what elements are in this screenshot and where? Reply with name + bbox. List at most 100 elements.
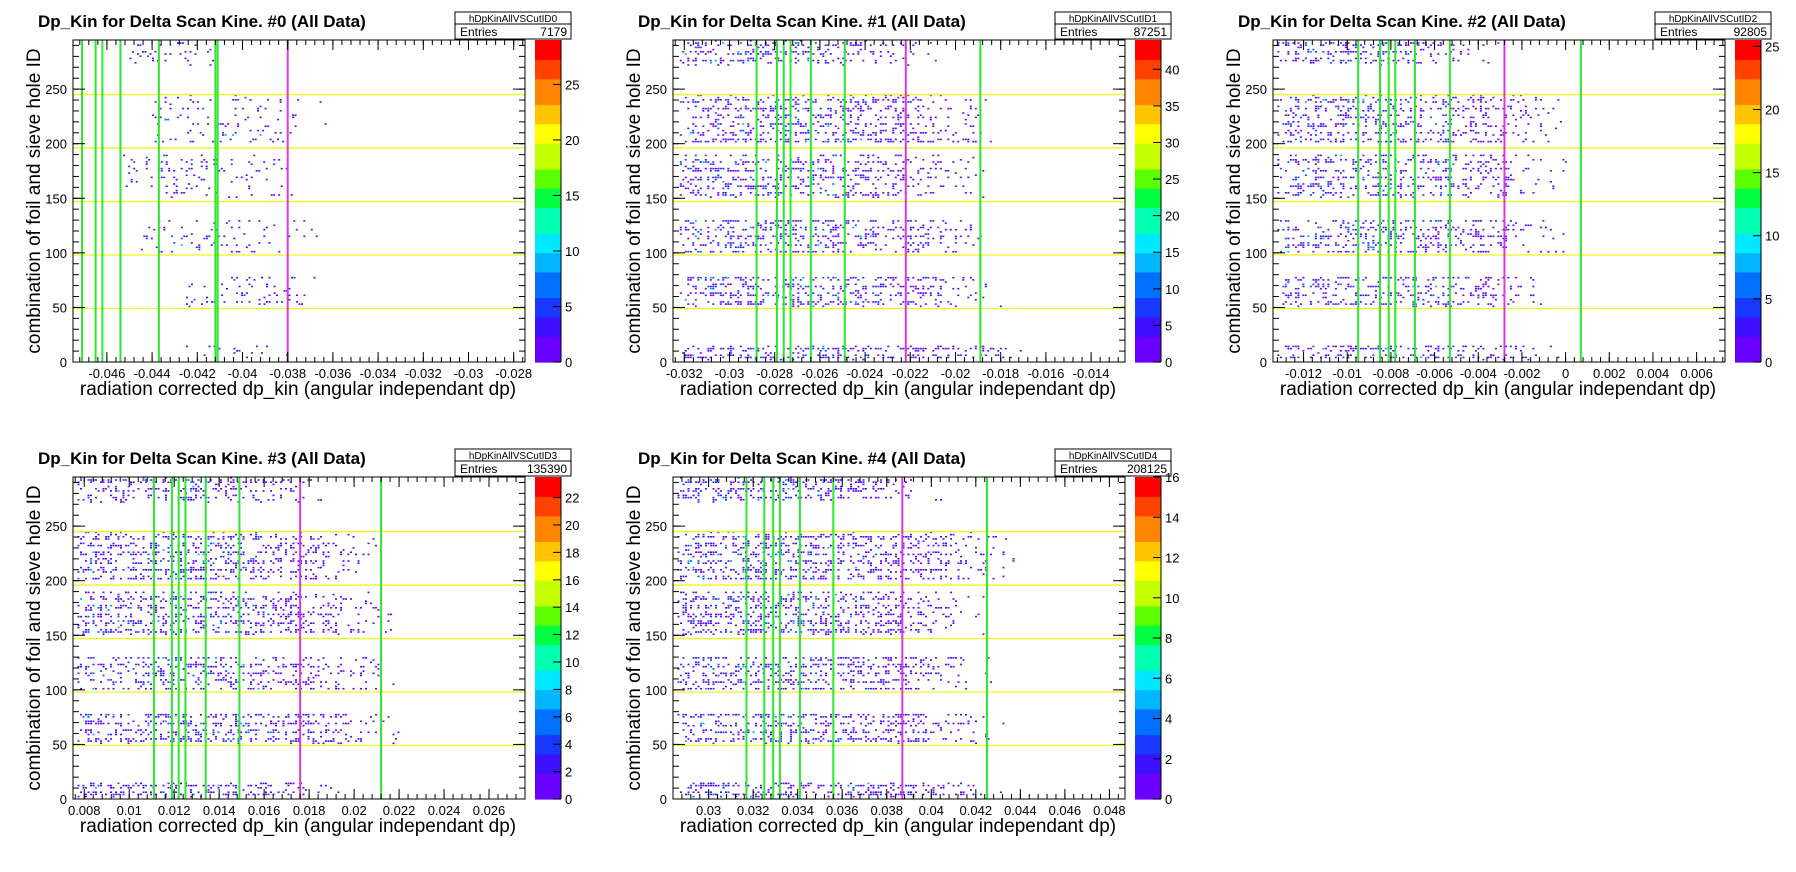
histogram-cell	[1529, 276, 1532, 279]
histogram-cell	[1512, 99, 1515, 101]
histogram-cell	[792, 105, 795, 108]
histogram-cell	[1367, 294, 1370, 297]
histogram-cell	[164, 101, 167, 103]
histogram-cell	[857, 220, 860, 222]
histogram-cell	[1354, 44, 1357, 46]
histogram-cell	[1447, 276, 1450, 279]
histogram-cell	[1514, 222, 1517, 224]
histogram-cell	[1347, 283, 1350, 286]
histogram-cell	[175, 185, 178, 187]
histogram-cell	[1372, 301, 1375, 303]
histogram-cell	[159, 107, 162, 110]
histogram-cell	[842, 118, 845, 121]
histogram-cell	[170, 196, 173, 198]
histogram-cell	[737, 170, 740, 172]
color-scale-bin	[1135, 78, 1161, 86]
histogram-cell	[874, 233, 877, 235]
histogram-cell	[749, 44, 752, 46]
histogram-cell	[764, 220, 767, 222]
histogram-cell	[1399, 170, 1402, 172]
histogram-cell	[812, 183, 815, 185]
histogram-cell	[874, 294, 877, 297]
histogram-cell	[862, 347, 865, 350]
histogram-cell	[847, 279, 850, 281]
histogram-cell	[899, 125, 902, 127]
histogram-cell	[857, 132, 860, 134]
histogram-cell	[719, 301, 722, 303]
histogram-cell	[864, 354, 867, 356]
histogram-cell	[1377, 114, 1380, 116]
histogram-cell	[859, 242, 862, 244]
histogram-cell	[1479, 244, 1482, 246]
histogram-cell	[1307, 220, 1310, 222]
histogram-cell	[684, 176, 687, 179]
histogram-cell	[857, 303, 860, 305]
histogram-cell	[1339, 283, 1342, 286]
histogram-cell	[834, 132, 837, 134]
histogram-cell	[762, 178, 765, 181]
histogram-cell	[854, 290, 857, 292]
histogram-cell	[1319, 185, 1322, 187]
histogram-cell	[1444, 140, 1447, 143]
histogram-cell	[894, 123, 897, 125]
histogram-cell	[1494, 347, 1497, 350]
histogram-cell	[839, 178, 842, 181]
histogram-cell	[937, 345, 940, 348]
histogram-cell	[732, 121, 735, 123]
histogram-cell	[1457, 350, 1460, 352]
histogram-cell	[1432, 176, 1435, 179]
histogram-cell	[857, 350, 860, 352]
histogram-cell	[193, 298, 196, 301]
histogram-cell	[1362, 140, 1365, 143]
histogram-cell	[917, 140, 920, 143]
histogram-cell	[834, 196, 837, 198]
histogram-cell	[939, 185, 942, 187]
histogram-cell	[772, 356, 775, 359]
histogram-cell	[989, 140, 992, 143]
histogram-cell	[241, 294, 243, 297]
histogram-cell	[847, 233, 850, 235]
histogram-cell	[1477, 296, 1480, 299]
histogram-cell	[844, 283, 847, 286]
chart-title: Dp_Kin for Delta Scan Kine. #0 (All Data…	[38, 12, 366, 31]
chart-title: Dp_Kin for Delta Scan Kine. #2 (All Data…	[1238, 12, 1566, 31]
histogram-cell	[1487, 107, 1490, 110]
histogram-cell	[1477, 140, 1480, 143]
histogram-cell	[222, 134, 225, 136]
histogram-cell	[774, 345, 777, 348]
histogram-cell	[777, 187, 780, 190]
histogram-cell	[1324, 107, 1327, 110]
histogram-cell	[163, 228, 166, 231]
histogram-cell	[832, 287, 835, 290]
histogram-cell	[1339, 62, 1342, 64]
histogram-cell	[1477, 231, 1480, 233]
histogram-cell	[235, 244, 238, 246]
histogram-cell	[729, 154, 732, 157]
histogram-cell	[689, 167, 692, 170]
histogram-cell	[777, 183, 780, 185]
histogram-cell	[1502, 294, 1505, 297]
histogram-cell	[937, 294, 940, 297]
histogram-cell	[807, 244, 810, 246]
histogram-cell	[1349, 59, 1352, 62]
histogram-cell	[709, 356, 712, 359]
histogram-cell	[1304, 107, 1307, 110]
histogram-cell	[1504, 226, 1507, 229]
histogram-cell	[1359, 226, 1362, 229]
histogram-cell	[847, 196, 850, 198]
histogram-cell	[1287, 347, 1290, 350]
histogram-cell	[1322, 51, 1325, 53]
histogram-cell	[854, 303, 857, 305]
histogram-cell	[1477, 167, 1480, 170]
histogram-cell	[874, 125, 877, 127]
histogram-cell	[912, 356, 915, 359]
histogram-cell	[1409, 354, 1412, 356]
histogram-cell	[824, 59, 827, 62]
histogram-cell	[784, 233, 787, 235]
histogram-cell	[879, 298, 882, 301]
histogram-cell	[1382, 51, 1385, 53]
histogram-cell	[724, 292, 727, 294]
histogram-cell	[1389, 103, 1392, 105]
histogram-cell	[1492, 305, 1495, 308]
histogram-cell	[1294, 185, 1297, 187]
